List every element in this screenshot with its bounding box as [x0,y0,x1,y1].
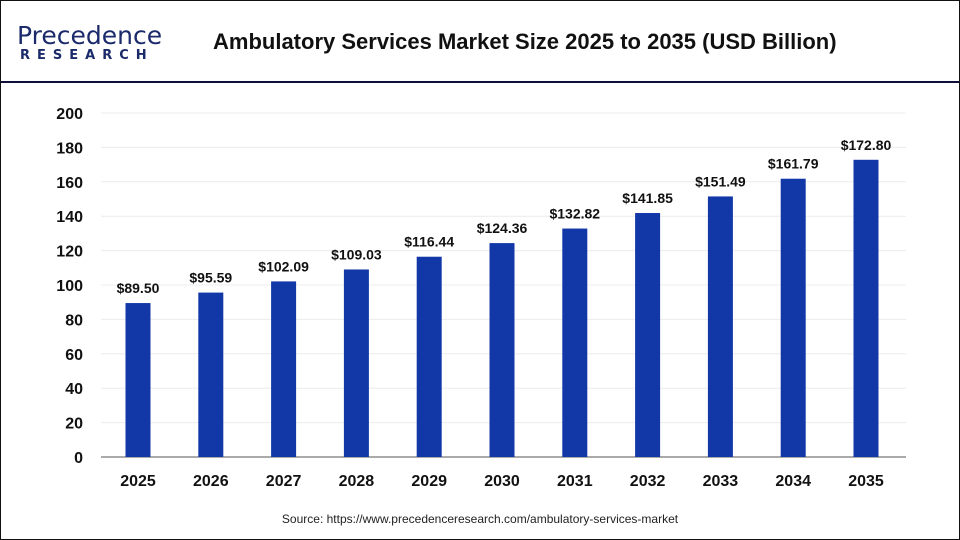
data-label: $161.79 [768,156,819,172]
data-label: $132.82 [549,206,600,222]
bar-2031 [562,228,588,457]
y-tick-label: 120 [56,244,83,261]
data-label: $116.44 [404,234,454,250]
data-label: $151.49 [695,173,746,189]
y-tick-label: 40 [65,381,83,398]
data-label: $141.85 [622,190,673,206]
y-tick-label: 180 [56,140,83,157]
data-label: $124.36 [477,220,528,236]
y-tick-label: 0 [74,450,83,467]
bar-2034 [780,178,806,458]
bar-2025 [125,303,151,457]
bar-2028 [343,269,369,457]
logo-line1: Precedence [17,21,163,50]
y-tick-label: 80 [65,312,83,329]
chart-title: Ambulatory Services Market Size 2025 to … [213,29,837,54]
y-tick-label: 140 [56,209,83,226]
data-label: $102.09 [258,258,309,274]
bar-2029 [416,256,442,457]
header: Precedence RESEARCH Ambulatory Services … [1,1,959,83]
precedence-research-logo: Precedence RESEARCH [17,23,162,63]
y-tick-label: 160 [56,175,83,192]
data-label: $95.59 [189,270,232,286]
x-tick-label: 2026 [193,473,229,490]
x-tick-label: 2032 [630,473,666,490]
x-tick-label: 2031 [557,473,593,490]
bar-2032 [635,213,661,457]
x-tick-label: 2030 [484,473,520,490]
y-tick-label: 60 [65,347,83,364]
data-label: $109.03 [331,246,382,262]
x-tick-label: 2033 [703,473,739,490]
bar-2033 [707,196,733,457]
bar-2035 [853,159,879,457]
x-tick-label: 2027 [266,473,302,490]
x-tick-label: 2029 [411,473,447,490]
x-tick-label: 2025 [120,473,156,490]
source-note: Source: https://www.precedenceresearch.c… [281,512,679,526]
data-label: $172.80 [841,137,892,153]
x-tick-label: 2034 [775,473,811,490]
bar-2026 [198,292,224,457]
logo-line2: RESEARCH [20,48,154,63]
x-tick-label: 2028 [339,473,375,490]
bar-2030 [489,243,515,457]
data-label: $89.50 [117,280,160,296]
y-tick-label: 200 [56,106,83,123]
y-tick-label: 20 [65,416,83,433]
x-tick-label: 2035 [848,473,884,490]
y-tick-label: 100 [56,278,83,295]
bar-2027 [271,281,297,457]
